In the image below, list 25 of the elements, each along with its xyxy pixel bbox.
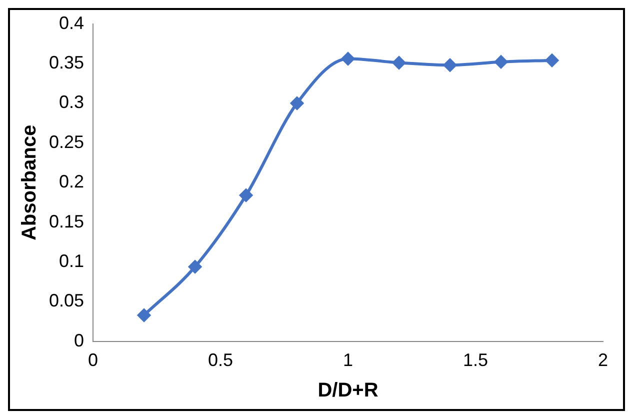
y-axis-title: Absorbance — [18, 124, 41, 240]
x-tick-label: 2 — [598, 350, 608, 370]
point — [290, 96, 304, 110]
y-tick-label: 0.15 — [48, 211, 84, 232]
point — [240, 188, 253, 202]
point — [188, 260, 202, 274]
y-tick-label: 0.3 — [59, 92, 84, 112]
y-tick-label: 0 — [74, 330, 84, 350]
x-tick-label: 1 — [343, 350, 354, 370]
x-tick-label: 0.5 — [208, 350, 234, 370]
y-tick-label: 0.2 — [59, 172, 84, 192]
x-axis-title: D/D+R — [318, 380, 379, 402]
x-tick-label: 0 — [88, 350, 98, 370]
point — [138, 308, 151, 322]
y-tick-label: 0.25 — [48, 132, 84, 152]
y-tick-label: 0.4 — [59, 12, 84, 33]
point — [392, 56, 406, 70]
y-tick-label: 0.35 — [48, 52, 84, 72]
point — [342, 52, 355, 66]
point — [444, 58, 457, 72]
point — [494, 55, 508, 68]
y-tick-label: 0.1 — [59, 250, 84, 271]
point — [546, 54, 559, 67]
x-tick-label: 1.5 — [462, 350, 488, 370]
y-tick-label: 0.05 — [48, 290, 84, 311]
